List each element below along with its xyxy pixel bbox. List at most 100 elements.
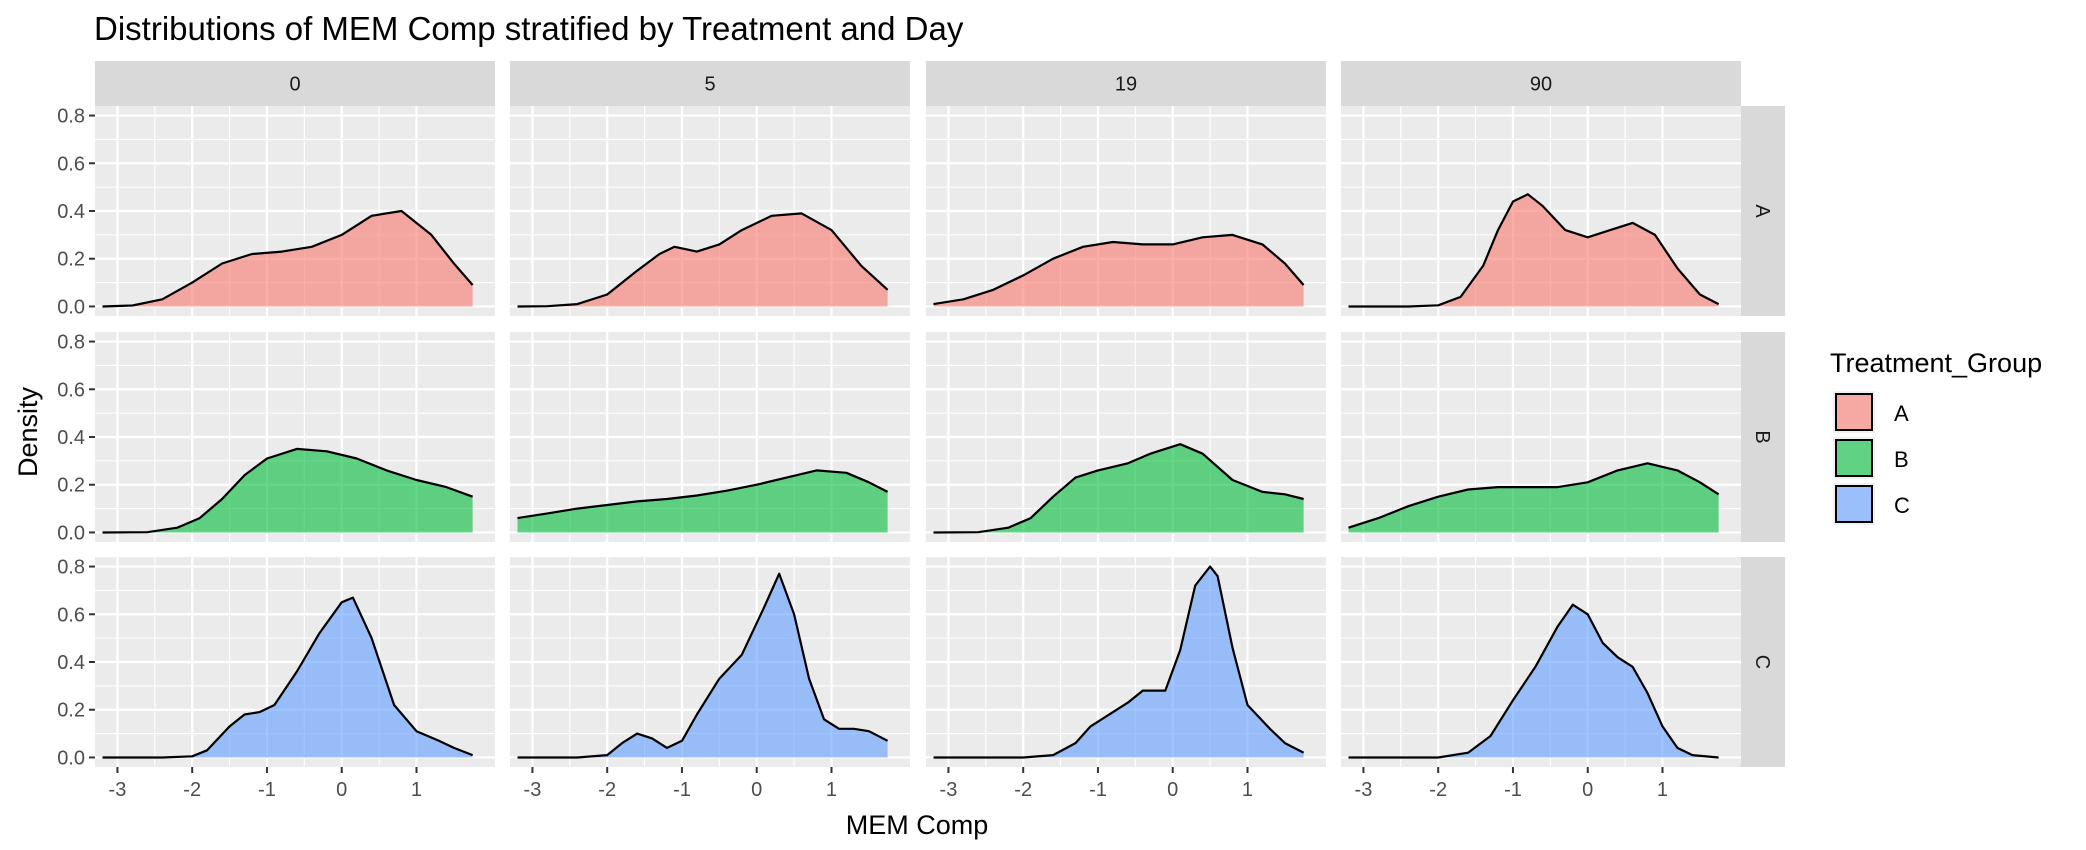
density-area [1348, 194, 1719, 307]
density-area [102, 211, 473, 307]
y-axes: 0.0 0.2 0.4 0.6 0.8 0.0 0.2 0.4 0.6 0.8 0.0 0.2 0.4 0… [57, 106, 95, 769]
panel-B-day-5 [510, 332, 910, 542]
density-area [1348, 463, 1719, 533]
row-strip-A [1741, 106, 1785, 316]
column-strip-label: 90 [1530, 74, 1552, 96]
y-tick-label: 0.0 [57, 747, 85, 769]
facet-panels [95, 106, 1741, 767]
y-tick-label: 0.2 [57, 700, 85, 722]
y-tick-label: 0.2 [57, 249, 85, 271]
density-line [1348, 193, 1720, 308]
density-line [517, 212, 889, 308]
legend-label: A [1894, 401, 1909, 426]
x-tick-label: -3 [524, 779, 542, 801]
legend-label: B [1894, 447, 1909, 472]
column-strip-19 [926, 61, 1326, 106]
density-line [933, 233, 1305, 306]
y-tick-label: 0.4 [57, 427, 85, 449]
y-tick-label: 0.4 [57, 201, 85, 223]
panel-A-day-0 [95, 106, 495, 316]
column-strips: 0 5 19 90 [95, 61, 1741, 106]
density-line [933, 443, 1304, 534]
density-area [102, 597, 473, 758]
y-tick-label: 0.6 [57, 379, 85, 401]
x-tick-label: -1 [673, 779, 691, 801]
panel-C-day-90 [1341, 557, 1741, 767]
x-tick-label: -2 [1429, 779, 1447, 801]
y-tick-label: 0.4 [57, 652, 85, 674]
panel-A-day-90 [1341, 106, 1741, 316]
legend-swatch-C [1835, 485, 1873, 523]
x-tick-label: -2 [183, 779, 201, 801]
x-tick-label: -2 [598, 779, 616, 801]
x-tick-label: 0 [751, 779, 762, 801]
x-tick-label: 1 [1657, 779, 1668, 801]
y-tick-label: 0.6 [57, 604, 85, 626]
density-line [1348, 462, 1720, 529]
legend-swatch-B [1835, 439, 1873, 477]
x-tick-label: 1 [411, 779, 422, 801]
y-axis-title: Density [13, 386, 43, 477]
density-line [517, 469, 889, 520]
density-line [517, 572, 889, 759]
density-area [933, 566, 1304, 758]
row-strip-B [1741, 332, 1785, 542]
density-line [1348, 603, 1719, 759]
y-tick-label: 0.8 [57, 557, 85, 579]
y-tick-label: 0.6 [57, 153, 85, 175]
legend-title: Treatment_Group [1830, 348, 2042, 378]
chart-title: Distributions of MEM Comp stratified by … [94, 10, 964, 47]
row-strip-label: C [1751, 655, 1773, 669]
panel-C-day-0 [95, 557, 495, 767]
x-tick-label: -1 [1089, 779, 1107, 801]
legend-swatch-A [1835, 393, 1873, 431]
y-tick-label: 0.0 [57, 296, 85, 318]
x-tick-label: 1 [1242, 779, 1253, 801]
row-strip-label: B [1751, 430, 1773, 443]
row-strip-label: A [1751, 204, 1773, 218]
density-area [933, 234, 1304, 307]
y-tick-label: 0.8 [57, 332, 85, 354]
x-axes: -3 -2 -1 0 1 -3 -2 -1 0 1 -3 -2 -1 0 1 -3 -2 -1 0 1 [109, 767, 1668, 801]
legend: Treatment_Group ABC [1830, 348, 2042, 525]
density-area [517, 470, 888, 533]
column-strip-label: 0 [289, 74, 300, 96]
row-strips: A B C [1741, 106, 1785, 767]
x-tick-label: 1 [826, 779, 837, 801]
y-tick-label: 0.8 [57, 106, 85, 128]
x-tick-label: -1 [1504, 779, 1522, 801]
x-tick-label: -1 [258, 779, 276, 801]
legend-label: C [1894, 493, 1910, 518]
x-tick-label: -3 [940, 779, 958, 801]
density-line [102, 209, 474, 308]
y-tick-label: 0.2 [57, 475, 85, 497]
density-line [102, 447, 473, 534]
x-tick-label: 0 [336, 779, 347, 801]
density-area [102, 448, 473, 533]
density-area [933, 444, 1304, 533]
column-strip-5 [510, 61, 910, 106]
panel-B-day-90 [1341, 332, 1741, 542]
panel-C-day-19 [926, 557, 1326, 767]
column-strip-0 [95, 61, 495, 106]
y-tick-label: 0.0 [57, 522, 85, 544]
density-area [1348, 604, 1719, 758]
density-line [933, 565, 1305, 759]
row-strip-C [1741, 557, 1785, 767]
panel-B-day-0 [95, 332, 495, 542]
x-tick-label: -3 [109, 779, 127, 801]
x-tick-label: -2 [1014, 779, 1032, 801]
column-strip-90 [1341, 61, 1741, 106]
column-strip-label: 19 [1115, 74, 1137, 96]
panel-A-day-5 [510, 106, 910, 316]
density-line [102, 596, 473, 759]
x-tick-label: 0 [1167, 779, 1178, 801]
x-tick-label: -3 [1355, 779, 1373, 801]
panel-A-day-19 [926, 106, 1326, 316]
column-strip-label: 5 [704, 74, 715, 96]
x-axis-title: MEM Comp [846, 810, 989, 840]
x-tick-label: 0 [1582, 779, 1593, 801]
density-area [517, 213, 888, 307]
panel-C-day-5 [510, 557, 910, 767]
